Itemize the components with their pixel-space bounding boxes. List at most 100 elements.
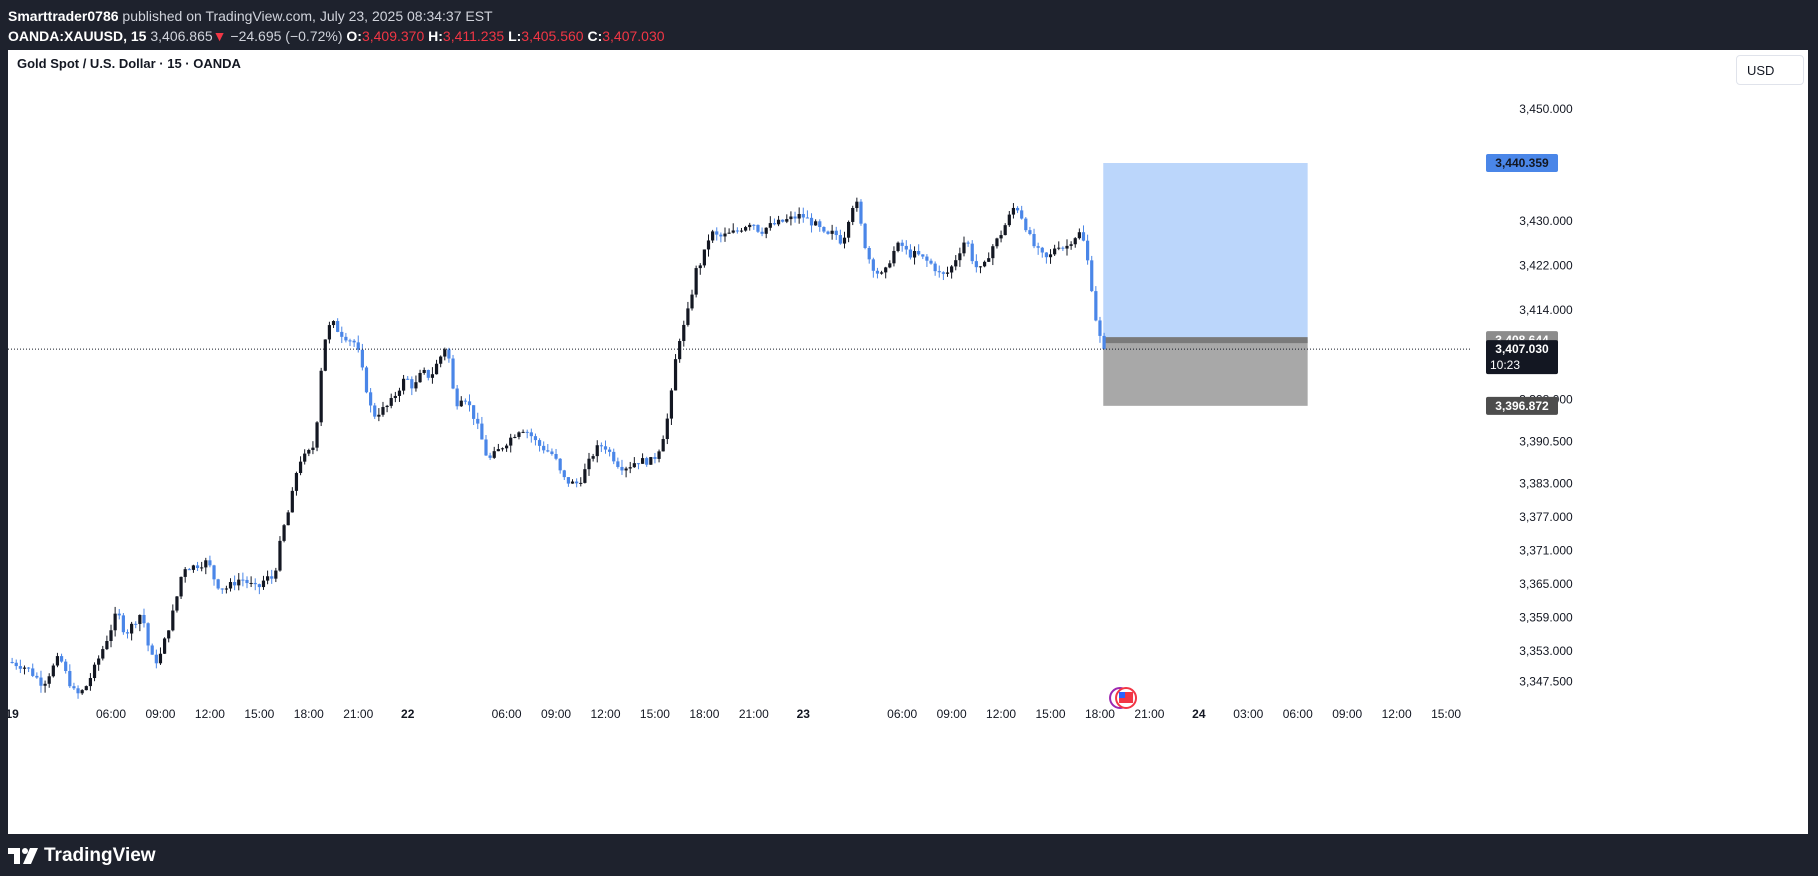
price-tick-label: 3,353.000 [1519,644,1573,658]
candle-body [167,630,171,639]
down-arrow-icon: ▼ [212,28,227,44]
candle-body [640,458,645,464]
candle-body [150,645,154,655]
price-tick-label: 3,450.000 [1519,102,1573,116]
candle-body [847,221,851,238]
candle-body [871,259,875,271]
candle-body [1011,207,1016,215]
candle-body [439,356,443,364]
candle-body [373,405,377,417]
tradingview-brand[interactable]: TradingView [8,843,156,869]
candle-body [241,579,245,581]
long-position-tool[interactable] [1103,163,1308,406]
candle-body [274,570,278,579]
candle-body [542,445,546,451]
time-tick-label: 09:00 [1332,707,1362,721]
candle-body [727,232,731,234]
candle-body [570,481,575,484]
candle-body [517,432,521,437]
candle-body [735,230,739,232]
candle-body [591,456,595,459]
candle-body [884,267,888,273]
candle-body [1036,246,1040,248]
price-chart[interactable]: Gold Spot / U.S. Dollar · 15 · OANDA 3,4… [8,50,1808,834]
time-tick-label: 06:00 [492,707,522,721]
time-tick-label: 15:00 [640,707,670,721]
candle-body [1057,247,1061,249]
price-axis[interactable]: 3,450.000 3,430.000 3,422.000 3,414.000 3,39… [1470,50,1808,710]
candle-body [195,565,200,569]
candle-body [669,390,674,419]
candle-body [47,676,51,684]
candle-body [484,439,488,456]
candle-body [694,268,698,295]
candle-body [715,231,719,235]
candle-body [286,512,290,526]
currency-button[interactable]: USD [1736,55,1804,85]
candle-body [768,223,772,228]
candle-body [451,358,455,389]
candle-body [958,253,962,261]
candle-body [801,214,805,218]
candle-body [88,678,93,687]
chart-panel[interactable]: Gold Spot / U.S. Dollar · 15 · OANDA 3,4… [8,50,1808,834]
time-tick-label: 06:00 [887,707,917,721]
candle-body [179,576,183,597]
time-tick-label: 06:00 [1283,707,1313,721]
time-tick-label: 15:00 [1036,707,1066,721]
candle-body [1044,252,1048,258]
candle-body [1090,260,1094,292]
candle-body [624,468,628,471]
event-markers[interactable] [1109,687,1138,709]
candle-body [1007,214,1011,226]
candle-body [410,379,414,389]
candle-body [900,242,904,246]
candle-body [261,580,266,588]
candle-body [859,201,863,224]
candle-body [566,477,571,484]
candle-body [575,481,579,484]
time-tick-label: 18:00 [1085,707,1115,721]
candle-body [529,432,533,437]
candle-body [327,325,332,340]
time-tick-label: 18:00 [294,707,324,721]
time-tick-label: 09:00 [937,707,967,721]
symbol-label: OANDA:XAUUSD, 15 [8,28,147,44]
candle-body [64,661,68,672]
candle-body [1098,320,1102,336]
candle-body [352,340,356,343]
brand-name: TradingView [44,845,156,866]
candle-body [842,237,847,244]
candle-body [616,461,620,467]
candle-body [834,230,838,236]
price-tick-label: 3,365.000 [1519,577,1573,591]
author-name[interactable]: Smarttrader0786 [8,8,119,24]
candle-body [154,654,158,664]
candle-body [908,249,913,258]
candle-body [929,260,933,264]
publish-header: Smarttrader0786 published on TradingView… [8,6,665,46]
candle-body [921,254,925,257]
candle-body [711,231,715,241]
candle-body [76,688,80,694]
time-axis[interactable]: 19 06:00 09:00 12:00 15:00 18:00 21:00 22 06:00 0… [8,707,1461,721]
candle-body [1015,207,1020,211]
candle-body [781,219,785,222]
candle-body [1028,230,1032,235]
candle-body [191,565,196,570]
candle-body [1065,245,1069,249]
high-label: H: [428,28,443,44]
last-price-label: 3,407.030 10:23 [1486,340,1558,375]
candle-body [554,454,558,459]
candle-body [59,656,64,662]
candle-body [830,230,834,234]
candle-body [826,231,830,234]
candle-body [463,400,467,402]
candle-body [315,422,319,448]
candle-body [385,405,389,408]
candle-body [51,665,55,677]
candle-body [257,584,261,588]
candle-body [500,448,505,450]
last-price-label-countdown: 10:23 [1490,358,1520,372]
candle-body [925,256,929,261]
